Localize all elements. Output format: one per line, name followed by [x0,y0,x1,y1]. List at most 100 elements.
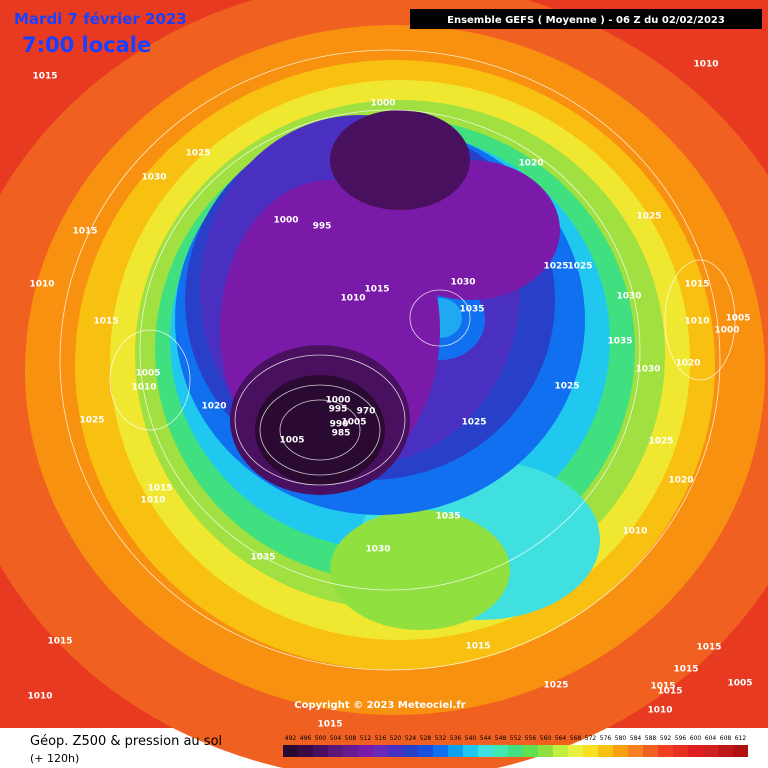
isobar-label: 1025 [543,681,568,691]
date-label: Mardi 7 février 2023 [14,10,187,28]
isobar-labels: 1015101010001025103010201000995101510251… [27,60,752,730]
isobar-label: 1005 [135,369,160,379]
isobar-label: 1025 [554,382,579,392]
model-label: Ensemble GEFS ( Moyenne ) - 06 Z du 02/0… [447,15,725,26]
colorbar-label: 588 [645,735,657,742]
colorbar-label: 608 [720,735,732,742]
colorbar-swatch [343,745,358,757]
colorbar-swatch [358,745,373,757]
isobar-label: 1000 [714,326,739,336]
colorbar-label: 500 [315,735,327,742]
isobar-label: 1015 [696,643,721,653]
colorbar-swatch [313,745,328,757]
colorbar-swatch [658,745,673,757]
model-box [410,9,762,29]
isobar-label: 1010 [340,294,365,304]
colorbar-label: 584 [630,735,642,742]
colorbar: 492 496 500 504 508 512 516 520 524 528 532 536 540 5… [283,735,748,757]
isobar-label: 1030 [635,365,660,375]
colorbar-label: 516 [375,735,387,742]
colorbar-swatch [448,745,463,757]
colorbar-label: 604 [705,735,717,742]
colorbar-swatch [493,745,508,757]
isobar-label: 1010 [622,527,647,537]
isobar-label: 1015 [147,484,172,494]
colorbar-label: 520 [390,735,402,742]
colorbar-label: 552 [510,735,522,742]
colorbar-label: 556 [525,735,537,742]
isobar-label: 1010 [27,692,52,702]
isobar-label: 1030 [450,278,475,288]
isobar-label: 1020 [518,159,543,169]
colorbar-swatch [478,745,493,757]
colorbar-swatch [388,745,403,757]
colorbar-swatch [508,745,523,757]
colorbar-swatch [433,745,448,757]
colorbar-swatch [583,745,598,757]
isobar-label: 1030 [141,173,166,183]
isobar-label: 1020 [675,359,700,369]
isobar-label: 1000 [273,216,298,226]
isobar-label: 995 [329,405,348,415]
colorbar-label: 560 [540,735,552,742]
isobar-label: 1005 [341,418,366,428]
colorbar-label: 612 [735,735,747,742]
colorbar-swatch [328,745,343,757]
colorbar-swatch [673,745,688,757]
colorbar-label: 536 [450,735,462,742]
isobar-label: 1025 [636,212,661,222]
colorbar-label: 524 [405,735,417,742]
isobar-label: 970 [357,407,376,417]
colorbar-swatch [718,745,733,757]
isobar-label: 1015 [673,665,698,675]
isobar-label: 1010 [684,317,709,327]
colorbar-swatch [613,745,628,757]
isobar-label: 1005 [279,436,304,446]
colorbar-swatch [643,745,658,757]
colorbar-label: 580 [615,735,627,742]
isobar-label: 1015 [650,682,675,692]
colorbar-swatch [538,745,553,757]
colorbar-swatch [553,745,568,757]
colorbar-label: 508 [345,735,357,742]
isobar-label: 985 [332,429,351,439]
isobar-label: 1025 [461,418,486,428]
colorbar-label: 592 [660,735,672,742]
isobar-label: 1015 [93,317,118,327]
copyright: Copyright © 2023 Meteociel.fr [294,700,465,711]
colorbar-label: 548 [495,735,507,742]
colorbar-swatch [598,745,613,757]
isobar-label: 1000 [370,99,395,109]
isobar-label: 990 [330,420,349,430]
isobar-label: 1015 [72,227,97,237]
colorbar-swatch [523,745,538,757]
colorbar-swatch [463,745,478,757]
colorbar-label: 572 [585,735,597,742]
isobar-label: 1035 [435,512,460,522]
colorbar-label: 544 [480,735,492,742]
isobar-label: 995 [313,222,332,232]
isobar-label: 1025 [648,437,673,447]
isobar-label: 1025 [543,262,568,272]
isobar-label: 1010 [29,280,54,290]
isobar-label: 1010 [131,383,156,393]
colorbar-label: 576 [600,735,612,742]
isobar-label: 1035 [250,553,275,563]
colorbar-label: 540 [465,735,477,742]
isobar-label: 1030 [365,545,390,555]
colorbar-label: 504 [330,735,342,742]
colorbar-label: 600 [690,735,702,742]
colorbar-swatch [298,745,313,757]
isobar-label: 1015 [657,687,682,697]
isobar-label: 1035 [607,337,632,347]
isobar-label: 1035 [459,305,484,315]
isobar-label: 1005 [725,314,750,324]
isobar-label: 1025 [567,262,592,272]
isobar-label: 1010 [693,60,718,70]
colorbar-swatch [688,745,703,757]
colorbar-label: 512 [360,735,372,742]
colorbar-label: 496 [300,735,312,742]
isobar-label: 1010 [647,706,672,716]
